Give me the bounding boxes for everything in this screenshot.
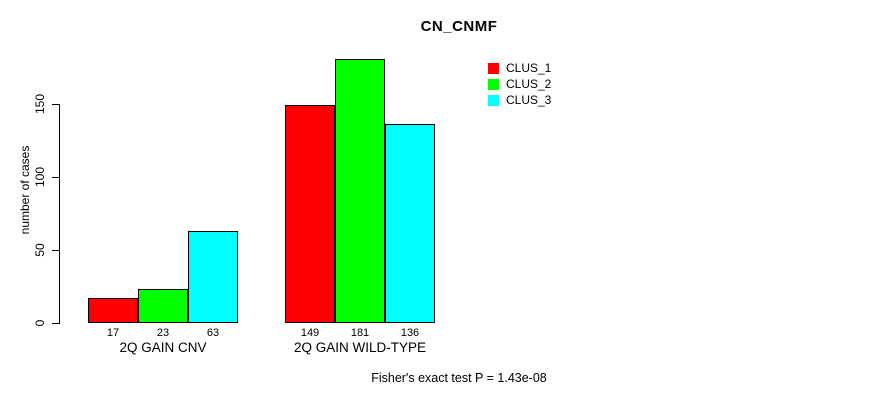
legend-swatch-clus-2 [488,79,499,90]
legend-label: CLUS_3 [506,93,552,107]
legend: CLUS_1 CLUS_2 CLUS_3 [488,61,552,107]
bar-clus-1-group-2 [285,105,335,323]
bar-clus-2-group-2 [335,59,385,323]
bar-clus-1-group-1 [88,298,138,323]
bar-value-label: 17 [106,327,120,339]
bar-value-label: 63 [206,327,220,339]
legend-swatch-clus-3 [488,95,499,106]
y-axis-tick [52,104,59,105]
y-axis-tick [52,323,59,324]
y-axis-tick-label: 100 [33,166,47,188]
chart-title: CN_CNMF [420,18,498,35]
bar-value-label: 181 [350,327,370,339]
bar-clus-3-group-2 [385,124,435,323]
y-axis-tick [52,250,59,251]
bar-value-label: 23 [156,327,170,339]
bar-clus-3-group-1 [188,231,238,323]
bar-clus-2-group-1 [138,289,188,323]
y-axis-tick-label: 50 [33,243,47,257]
x-axis-category-label: 2Q GAIN CNV [119,340,207,355]
legend-label: CLUS_2 [506,77,552,91]
legend-item-clus-1: CLUS_1 [488,61,552,75]
y-axis-tick [52,177,59,178]
y-axis-line [59,104,60,324]
legend-item-clus-3: CLUS_3 [488,93,552,107]
y-axis-tick-label: 150 [33,93,47,115]
y-axis-label: number of cases [18,145,32,235]
bar-value-label: 149 [300,327,320,339]
legend-item-clus-2: CLUS_2 [488,77,552,91]
x-axis-category-label: 2Q GAIN WILD-TYPE [293,340,427,355]
y-axis-tick-label: 0 [33,319,47,327]
fisher-test-annotation: Fisher's exact test P = 1.43e-08 [371,371,547,385]
legend-swatch-clus-1 [488,63,499,74]
legend-label: CLUS_1 [506,61,552,75]
bar-value-label: 136 [400,327,420,339]
